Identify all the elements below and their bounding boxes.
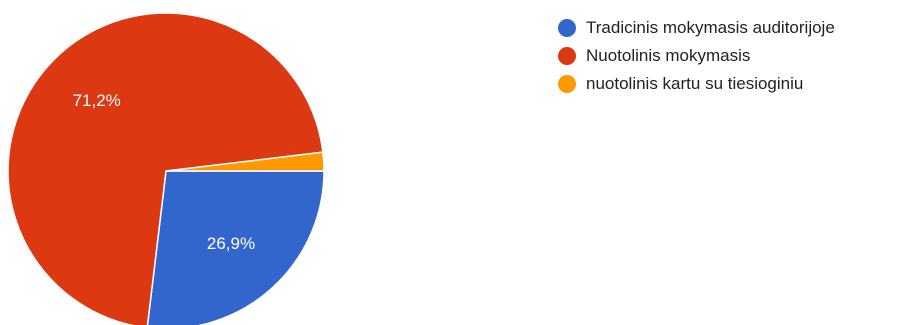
pie-slice-label: 71,2%: [73, 91, 121, 110]
pie-slice-label: 26,9%: [207, 234, 255, 253]
legend-swatch-orange: [558, 75, 576, 93]
legend-swatch-red: [558, 47, 576, 65]
pie-slice-labels: 26,9% 71,2%: [73, 91, 256, 253]
legend-item-nuotolinis[interactable]: Nuotolinis mokymasis: [558, 42, 835, 70]
pie-slice-tradicinis-mokymasis-auditorijoje[interactable]: [146, 170, 325, 325]
legend-label: nuotolinis kartu su tiesioginiu: [586, 74, 804, 93]
legend-label: Nuotolinis mokymasis: [586, 46, 751, 65]
legend-swatch-blue: [558, 19, 576, 37]
legend: Tradicinis mokymasis auditorijoje Nuotol…: [558, 14, 835, 98]
pie-slice-nuotolinis-kartu-su-tiesioginiu[interactable]: [165, 151, 325, 172]
pie-slices: [7, 12, 325, 325]
legend-item-tradicinis[interactable]: Tradicinis mokymasis auditorijoje: [558, 14, 835, 42]
legend-item-nuotolinis-kartu[interactable]: nuotolinis kartu su tiesioginiu: [558, 70, 835, 98]
pie-slice-nuotolinis-mokymasis[interactable]: [7, 12, 324, 325]
legend-label: Tradicinis mokymasis auditorijoje: [586, 18, 835, 37]
